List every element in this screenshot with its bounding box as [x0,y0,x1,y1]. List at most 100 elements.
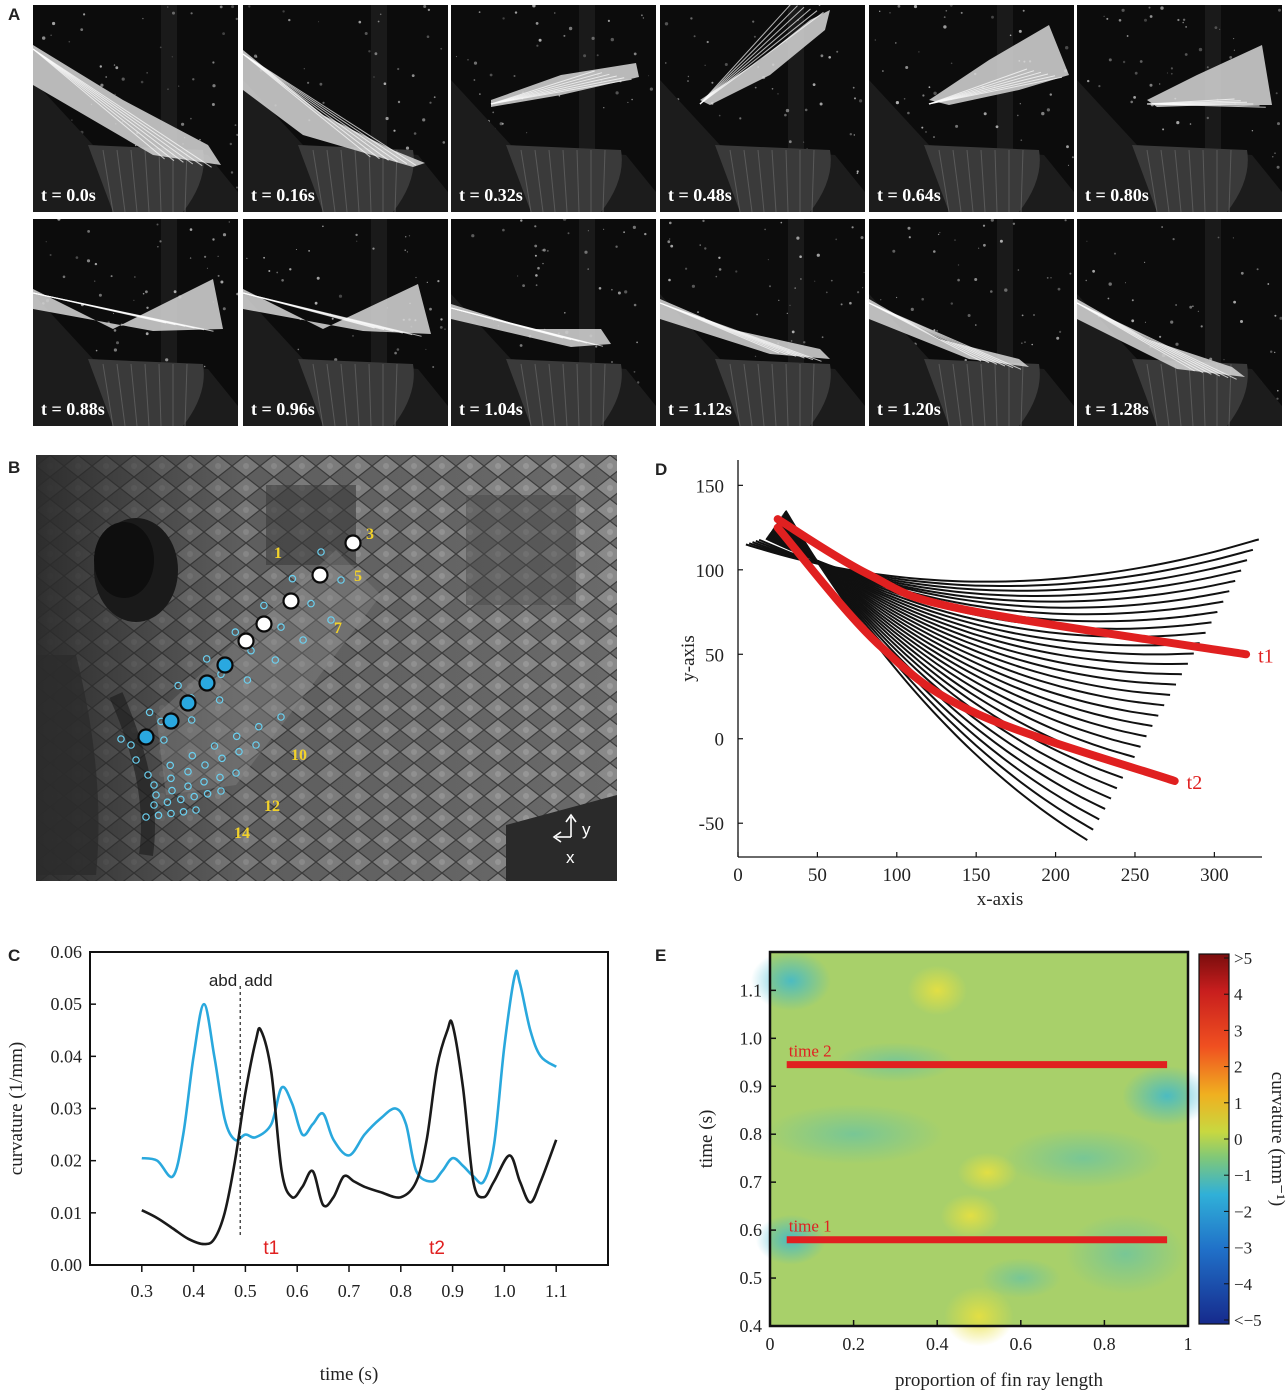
heatmap-blob [1122,1065,1213,1126]
x-tick-label: 1.0 [493,1281,516,1301]
ray-marker [255,722,263,731]
ray-number-label: 5 [354,568,362,585]
ray-marker [271,656,280,664]
highlighted-ray [773,515,1251,659]
ray-marker [202,655,211,663]
ray-marker [192,806,200,814]
highlight-label: t2 [1187,772,1203,794]
y-tick-label: 0.6 [740,1220,763,1240]
ray-marker [200,777,208,786]
frame-drawing [1077,5,1282,212]
frame-time-label: t = 0.88s [41,399,105,419]
y-tick-label: 0.7 [740,1172,763,1192]
heatmap-blob [750,950,831,1011]
ray-marker [168,786,176,795]
plot-frame [768,950,1190,1328]
ray-marker [252,741,260,749]
chart-d: 0 50 100 150 200 250 300 -50 0 50 100 150 t1 t2 x-ax… [678,460,1274,910]
ray-marker [218,754,226,763]
tracked-point-white [344,534,362,552]
video-frame: t = 1.12s [660,219,865,426]
ray-marker [152,791,160,799]
time-marker-label: time 1 [789,1217,832,1236]
ray-marker [232,732,241,741]
video-frame: t = 0.48s [660,5,865,212]
ray-marker [127,741,135,749]
heatmap-blob [763,1104,944,1165]
tracked-point-white [311,566,329,584]
ray-marker [163,798,172,807]
video-frame: t = 1.20s [869,219,1074,426]
x-tick-label: 0.5 [234,1281,257,1301]
x-tick-label: 1 [1184,1334,1193,1354]
colorbar-tick-label: 4 [1234,985,1243,1004]
video-frame: t = 0.80s [1077,5,1282,212]
colorbar-tick-label: 1 [1234,1094,1243,1113]
ray-marker [154,811,163,820]
frame-time-label: t = 1.12s [668,399,732,419]
ray-marker [217,787,225,795]
y-tick-label: 1.0 [740,1028,763,1048]
frame-drawing [660,5,865,212]
colorbar-tick-label: 3 [1234,1021,1243,1040]
x-tick-label: 300 [1200,865,1229,886]
ray-marker [167,809,175,818]
ray-number-label: 14 [234,825,250,842]
x-axis-label: proportion of fin ray length [895,1370,1103,1391]
x-axis-label: time (s) [320,1364,379,1385]
x-tick-label: 0.3 [131,1281,154,1301]
y-tick-label: 0.06 [51,946,83,962]
chart-e: time 1 time 2 0 0.2 0.4 0.6 0.8 1 0.4 0.5 0.6 0.7 0… [696,949,1286,1391]
ray-marker [184,767,192,776]
x-tick-label: 0.6 [286,1281,309,1301]
ray-marker [188,751,197,760]
frame-time-label: t = 0.16s [251,185,315,205]
colorbar-label: curvature (mm⁻¹) [1267,1072,1286,1206]
x-tick-label: 0 [733,865,743,886]
ray-number-label: 10 [291,747,307,764]
x-axis-label: x-axis [977,889,1023,910]
t2-label: t2 [429,1238,445,1259]
abduction-label: abd [209,971,237,990]
y-tick-label: 0.04 [51,1046,83,1066]
x-tick-label: 0 [766,1334,775,1354]
highlight-label: t1 [1258,645,1274,667]
ray-marker [288,574,297,583]
colorbar-tick-label: −3 [1234,1239,1252,1258]
x-tick-label: 0.6 [1010,1334,1033,1354]
x-tick-label: 0.7 [338,1281,361,1301]
ray-marker [144,771,152,779]
y-tick-label: 0.8 [740,1124,763,1144]
colorbar-tick-label: <−5 [1234,1311,1262,1330]
frame-time-label: t = 0.0s [41,185,96,205]
ray-marker [117,735,125,743]
ray-marker [184,782,192,791]
tracked-point-blue [137,728,155,746]
ray-marker [232,769,240,777]
heatmap-blob [944,1286,1014,1347]
y-tick-label: 100 [696,561,725,582]
ray-marker [317,548,325,556]
x-tick-label: 0.8 [1093,1334,1116,1354]
ray-marker [327,616,335,624]
x-tick-label: 0.9 [441,1281,464,1301]
axis-label-x: x [566,848,575,867]
highlighted-ray [773,523,1179,785]
y-axis-label: y-axis [678,635,699,681]
curvature-series-line [141,1019,558,1246]
tracked-point-blue [198,674,216,692]
heatmap-blob [1003,1128,1164,1189]
x-tick-label: 1.1 [545,1281,568,1301]
ray-number-label: 7 [334,620,342,637]
y-tick-label: 0 [715,730,725,751]
panel-label-d: D [655,460,668,479]
colorbar-tick-label: −1 [1234,1166,1252,1185]
ray-marker [215,696,224,704]
frame-time-label: t = 0.80s [1085,185,1149,205]
frame-time-label: t = 1.20s [877,399,941,419]
fin-ray-trace [784,510,1088,841]
colorbar-tick-label: −2 [1234,1202,1252,1221]
ray-marker [235,747,243,756]
video-frame: t = 0.0s [33,5,238,212]
ray-marker [277,713,285,721]
